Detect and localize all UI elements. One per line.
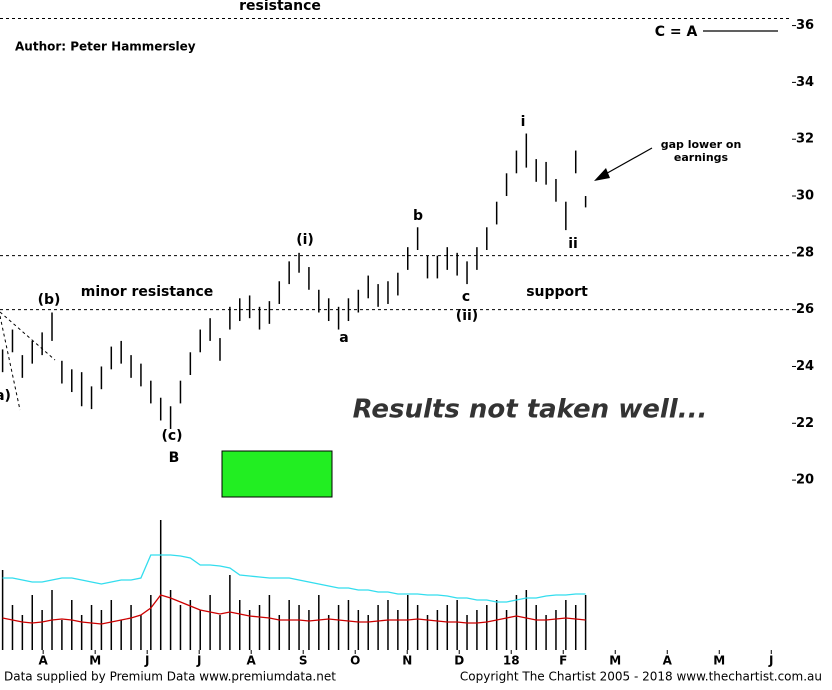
x-tick-label: M [713,654,725,668]
annotation: resistance [239,0,321,14]
y-tick-label: 34 [796,75,814,90]
volume-average [2,554,586,603]
y-tick-label: 32 [796,132,814,147]
y-tick-label: 36 [796,18,814,33]
x-tick-label: O [350,654,360,668]
annotation: gap lower on [661,138,742,151]
annotation: (b) [38,292,61,308]
y-tick-label: 20 [796,473,814,488]
annotation: (ii) [456,308,478,324]
annotation: (c) [161,428,182,444]
green-box [221,450,333,498]
annotation: support [526,284,588,300]
x-tick-label: A [663,654,673,668]
arrow [601,147,653,177]
annotation: c [462,289,470,305]
x-tick-label: A [247,654,257,668]
x-tick-label: M [609,654,621,668]
y-tick-label: 24 [796,359,814,374]
x-tick-label: S [299,654,308,668]
x-tick-label: N [402,654,412,668]
y-tick-label: 30 [796,189,814,204]
x-tick-label: 18 [503,654,520,668]
x-tick-label: M [89,654,101,668]
x-tick-label: F [559,654,567,668]
footer-right: Copyright The Chartist 2005 - 2018 www.t… [460,670,822,684]
y-tick-label: 26 [796,302,814,317]
y-tick-label: 28 [796,245,814,260]
annotation: B [169,450,180,466]
arrow-head [594,168,610,181]
trend-line [0,315,21,411]
trend-line [0,311,56,361]
x-tick-label: J [768,654,773,668]
annotation: i [521,114,526,130]
footer-left: Data supplied by Premium Data www.premiu… [4,670,336,684]
annotation: (i) [296,232,314,248]
annotation: C = A [655,24,698,40]
annotation: earnings [674,151,729,164]
annotation: minor resistance [81,284,214,300]
y-tick-label: 22 [796,416,814,431]
annotation: Results not taken well... [353,395,708,425]
annotation: ii [568,236,578,252]
volume-average [2,594,586,625]
annotation: b [413,208,423,224]
x-tick-label: D [454,654,464,668]
x-tick-label: J [144,654,149,668]
annotation: a) [0,388,11,404]
author: Author: Peter Hammersley [15,40,196,54]
annotation: a [339,330,348,346]
x-tick-label: A [39,654,49,668]
x-tick-label: J [196,654,201,668]
